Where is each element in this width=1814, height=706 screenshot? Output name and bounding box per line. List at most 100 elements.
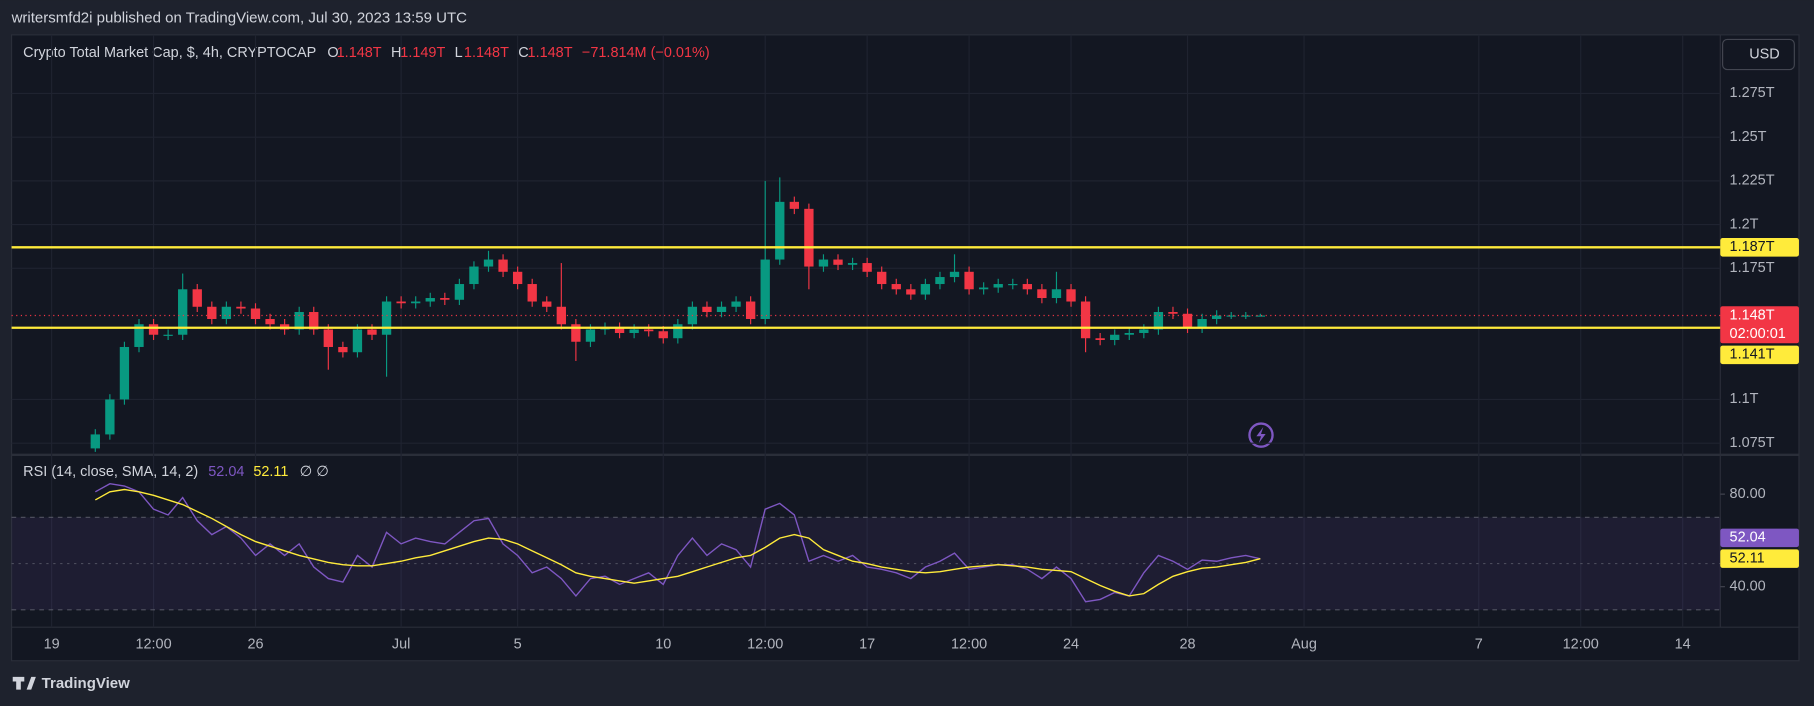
rsi-value-label: 52.04: [1730, 530, 1766, 546]
x-tick-label: 14: [1675, 636, 1691, 652]
publish-note: writersmfd2i published on TradingView.co…: [11, 10, 468, 27]
indicator-title: RSI (14, close, SMA, 14, 2): [23, 464, 198, 480]
ohlc-value: 1.148T: [464, 45, 509, 61]
candle-body: [833, 259, 843, 265]
candle-body: [1124, 332, 1134, 335]
indicator-extra-legend: ∅ ∅: [300, 464, 329, 480]
x-tick-label: 19: [44, 636, 60, 652]
candle-body: [585, 329, 596, 342]
candle-body: [192, 289, 202, 307]
candle-body: [935, 277, 945, 285]
x-tick-label: 12:00: [1563, 636, 1599, 652]
candle-body: [673, 324, 683, 339]
candle-body: [1037, 289, 1047, 299]
candle-body: [964, 271, 974, 290]
candle-body: [207, 306, 217, 320]
candle-body: [105, 399, 115, 435]
x-tick-label: 12:00: [951, 636, 987, 652]
rsi-value-label: 52.11: [1730, 550, 1765, 566]
y-tick-label: 1.25T: [1730, 129, 1767, 145]
axis-labels: 19 12:00 26 Jul 5 10 12:00 17 12:00 24 28 Aug 7 12:00…: [44, 85, 1799, 652]
level-label-box: [1720, 238, 1799, 257]
candle-body: [978, 287, 989, 290]
candle-body: [1211, 315, 1222, 320]
candle-body: [90, 434, 100, 449]
candle-body: [309, 312, 319, 330]
candle-body: [250, 308, 261, 320]
candle-body: [1022, 284, 1032, 290]
alert-icon[interactable]: [1248, 422, 1274, 448]
y-tick-label: 1.2T: [1730, 216, 1759, 232]
candle-body: [629, 329, 639, 333]
candle-body: [411, 301, 421, 304]
chart-area: [10, 34, 1800, 662]
currency-button-label[interactable]: USD: [1749, 46, 1780, 62]
candle-body: [1255, 315, 1266, 317]
x-tick-label: 10: [655, 636, 671, 652]
brand-logo: [12, 676, 36, 690]
candle-body: [1153, 312, 1164, 330]
candle-body: [498, 259, 508, 272]
currency-button[interactable]: [1722, 38, 1795, 71]
candle-body: [527, 284, 537, 302]
candle-body: [644, 329, 654, 332]
candle-body: [731, 301, 741, 307]
candle-body: [556, 306, 566, 325]
y-tick-label: 40.00: [1730, 579, 1766, 595]
rsi-line: [94, 483, 1261, 603]
candle-body: [847, 263, 858, 265]
candle-body: [425, 298, 435, 302]
candle-body: [877, 271, 887, 285]
ohlc-value: 1.149T: [400, 45, 445, 61]
last-price-box: [1720, 306, 1799, 344]
candle-body: [221, 306, 232, 320]
candle-body: [862, 263, 872, 272]
candle-body: [804, 208, 814, 267]
candle-body: [352, 329, 363, 353]
candle-body: [323, 329, 333, 347]
candle-body: [760, 259, 770, 320]
candle-body: [119, 346, 130, 400]
candle-body: [745, 301, 756, 320]
candle-body: [178, 289, 188, 335]
candle-body: [396, 301, 406, 304]
candle-body: [891, 284, 901, 290]
candle-body: [1110, 334, 1120, 340]
y-tick-label: 1.075T: [1730, 435, 1775, 451]
candle-body: [1226, 315, 1236, 317]
candle-body: [542, 301, 552, 307]
brand-logo-mark: [12, 676, 36, 690]
ohlc-key: L: [455, 45, 463, 61]
rsi-value-box: [1720, 528, 1799, 548]
alert-icon-ring[interactable]: [1248, 422, 1274, 448]
candle-body: [294, 312, 304, 330]
level-label: 1.187T: [1730, 239, 1775, 255]
candle-body: [789, 201, 799, 209]
y-tick-label: 1.225T: [1730, 173, 1775, 189]
x-tick-label: 5: [514, 636, 522, 652]
candle-body: [1182, 313, 1193, 328]
y-tick-label: 1.275T: [1730, 85, 1775, 101]
candle-body: [1066, 289, 1076, 302]
x-tick-label: 12:00: [135, 636, 171, 652]
legend-value: 52.04: [208, 464, 244, 480]
candle-body: [381, 301, 392, 335]
candle-body: [702, 306, 712, 313]
level-label-box: [1720, 345, 1799, 365]
alert-icon-bolt[interactable]: [1256, 427, 1266, 444]
candle-body: [949, 271, 960, 278]
x-tick-label: 12:00: [747, 636, 783, 652]
candle-body: [1080, 301, 1091, 339]
x-tick-label: Jul: [392, 636, 410, 652]
bar-countdown: 02:00:01: [1730, 326, 1786, 342]
candle-body: [993, 284, 1003, 288]
candle-body: [440, 298, 450, 300]
y-tick-label: 80.00: [1730, 486, 1766, 502]
candle-body: [469, 266, 479, 285]
candle-body: [483, 259, 494, 267]
candle-body: [512, 271, 523, 285]
x-tick-label: 24: [1063, 636, 1079, 652]
